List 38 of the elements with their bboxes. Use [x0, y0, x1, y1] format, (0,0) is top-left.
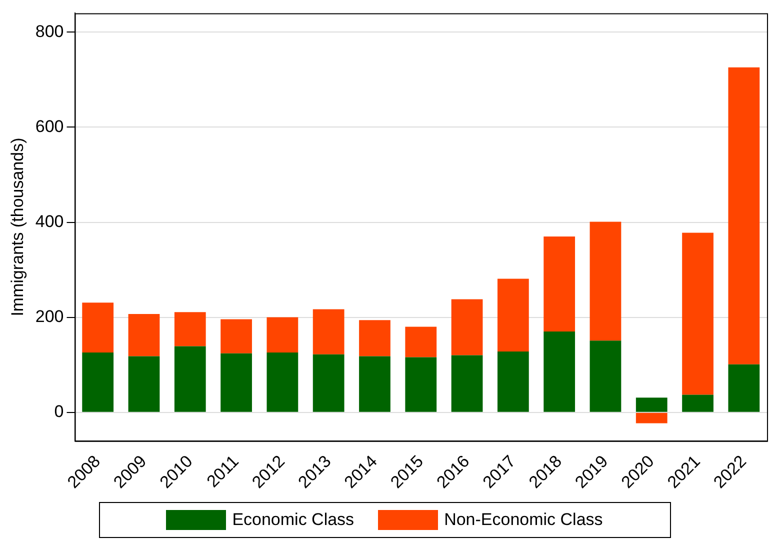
bar — [359, 320, 390, 356]
bar — [636, 398, 668, 412]
bar — [590, 222, 622, 341]
bar — [82, 352, 114, 412]
y-tick-label: 0 — [54, 402, 64, 422]
legend-label: Non-Economic Class — [444, 510, 603, 530]
bar — [174, 312, 206, 346]
bar — [220, 353, 252, 412]
bar — [174, 346, 206, 412]
bar — [544, 236, 576, 332]
bar — [497, 352, 529, 412]
bar — [82, 302, 114, 352]
bar — [728, 67, 760, 364]
y-tick-label: 400 — [35, 212, 64, 231]
bar — [266, 352, 298, 412]
bar — [405, 357, 437, 412]
bar — [682, 394, 714, 412]
bar — [405, 326, 437, 358]
bar — [497, 278, 529, 352]
bar — [682, 232, 714, 395]
y-tick-label: 800 — [35, 22, 64, 41]
bar — [128, 356, 160, 412]
bar — [636, 412, 668, 424]
bar — [128, 314, 160, 356]
bar — [544, 332, 576, 412]
bar — [220, 319, 252, 354]
bar — [312, 309, 344, 354]
bar — [266, 317, 298, 352]
y-axis-title: Immigrants (thousands) — [8, 138, 27, 316]
y-tick-label: 600 — [35, 116, 64, 136]
bar — [590, 340, 622, 412]
bar — [451, 299, 483, 356]
bar — [312, 354, 344, 412]
legend-label: Economic Class — [232, 510, 354, 530]
bar — [451, 355, 483, 412]
bar — [359, 356, 390, 412]
y-tick-label: 200 — [35, 306, 64, 326]
bar — [728, 364, 760, 412]
